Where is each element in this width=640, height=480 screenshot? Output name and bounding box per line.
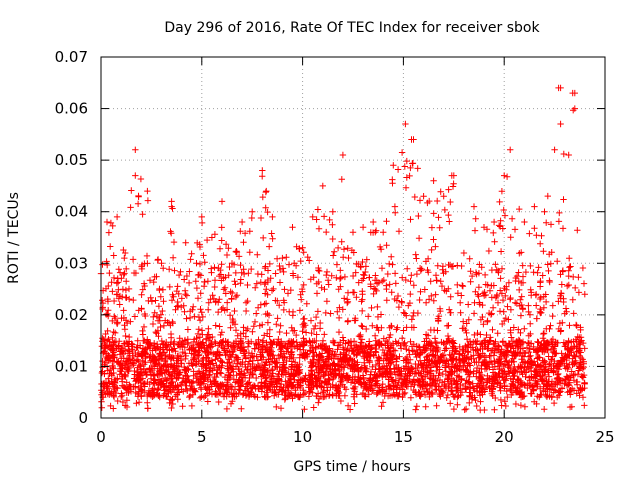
y-tick-label: 0.07 — [55, 48, 88, 66]
plot-frame — [100, 56, 606, 419]
chart-title: Day 296 of 2016, Rate Of TEC Index for r… — [164, 20, 540, 36]
y-tick-label: 0.03 — [55, 254, 88, 272]
y-tick-label: 0.05 — [55, 151, 88, 169]
x-tick-label: 10 — [293, 428, 312, 446]
y-tick-label: 0.01 — [55, 357, 88, 375]
roti-data-markers — [97, 84, 588, 414]
y-tick-label: 0.04 — [55, 203, 88, 221]
x-tick-label: 5 — [197, 428, 207, 446]
x-tick-label: 25 — [595, 428, 614, 446]
x-axis-label: GPS time / hours — [293, 459, 410, 475]
scatter-points — [97, 84, 588, 414]
x-tick-label: 15 — [394, 428, 413, 446]
y-axis-label: ROTI / TECUs — [6, 192, 22, 284]
x-tick-label: 0 — [96, 428, 106, 446]
y-tick-label: 0 — [78, 409, 88, 427]
y-tick-label: 0.02 — [55, 306, 88, 324]
y-tick-label: 0.06 — [55, 100, 88, 118]
x-tick-label: 20 — [495, 428, 514, 446]
axis-ticks: 0 5 10 15 20 25 0 0.01 0.02 0.03 0.04 0.05 0.06 0.07 — [55, 48, 615, 446]
